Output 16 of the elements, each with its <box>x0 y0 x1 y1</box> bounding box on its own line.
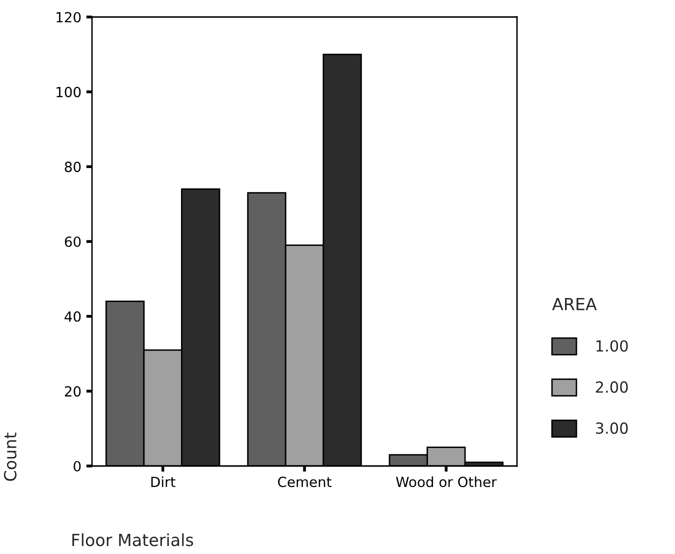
legend-title: AREA <box>552 298 597 310</box>
x-tick-label: Dirt <box>151 476 176 487</box>
y-tick-label: 120 <box>56 12 81 22</box>
x-tick-label: Cement <box>278 476 332 488</box>
legend-label: 3.00 <box>596 422 628 434</box>
legend-label: 2.00 <box>596 381 628 393</box>
x-axis-title: Floor Materials <box>72 533 194 546</box>
y-axis-title: Count <box>4 432 17 481</box>
y-tick-label: 80 <box>64 162 81 172</box>
y-tick-label: 60 <box>64 236 81 247</box>
y-tick-label: 100 <box>56 86 81 98</box>
y-tick-label: 40 <box>64 311 81 322</box>
y-tick-label: 0 <box>74 460 81 472</box>
legend-label: 1.00 <box>596 340 628 352</box>
x-tick-label: Wood or Other <box>396 476 497 488</box>
y-tick-label: 20 <box>64 386 81 397</box>
